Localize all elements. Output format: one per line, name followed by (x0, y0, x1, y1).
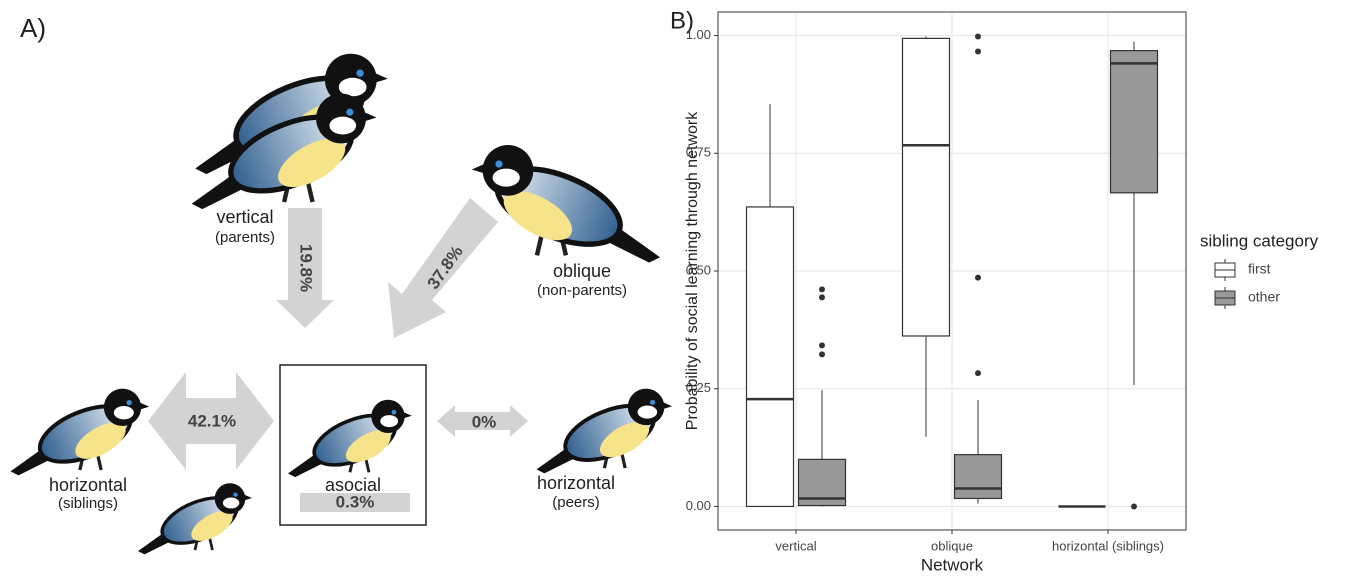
box (747, 207, 794, 506)
y-tick-label: 0.75 (686, 145, 711, 160)
outlier (975, 49, 981, 55)
node-sublabel: (non-parents) (537, 282, 627, 299)
arrow-percent: 42.1% (188, 411, 236, 430)
panel-label: A) (20, 13, 46, 43)
node-label: oblique (553, 261, 611, 281)
x-tick-label: oblique (931, 538, 973, 553)
y-tick-label: 0.00 (686, 498, 711, 513)
y-tick-label: 0.50 (686, 262, 711, 277)
bird (472, 145, 660, 263)
y-tick-label: 0.25 (686, 380, 711, 395)
x-tick-label: vertical (775, 538, 816, 553)
x-axis-title: Network (921, 555, 984, 574)
x-tick-label: horizontal (siblings) (1052, 538, 1164, 553)
outlier (975, 33, 981, 39)
outlier (975, 370, 981, 376)
bird (537, 389, 673, 474)
bird (288, 400, 412, 477)
arrow-percent: 19.8% (297, 244, 316, 292)
box (903, 38, 950, 336)
legend-label: first (1248, 261, 1271, 277)
outlier (819, 351, 825, 357)
node-label: horizontal (49, 475, 127, 495)
legend-label: other (1248, 289, 1280, 305)
box (955, 455, 1002, 499)
outlier (975, 275, 981, 281)
outlier (819, 342, 825, 348)
node-sublabel: (parents) (215, 229, 275, 246)
arrow-percent: 0% (472, 412, 497, 431)
node-sublabel: (siblings) (58, 495, 118, 512)
figure: A) vertical (parents) 19.8% oblique (non… (0, 0, 1356, 576)
legend-title: sibling category (1200, 231, 1319, 250)
node-label: vertical (216, 207, 273, 227)
y-tick-label: 1.00 (686, 27, 711, 42)
outlier (819, 294, 825, 300)
asocial-percent: 0.3% (336, 492, 375, 511)
node-sublabel: (peers) (552, 494, 600, 511)
bird (11, 389, 150, 476)
bird (138, 483, 252, 554)
node-label: horizontal (537, 473, 615, 493)
outlier (1131, 503, 1137, 509)
outlier (819, 286, 825, 292)
box (1111, 51, 1158, 193)
